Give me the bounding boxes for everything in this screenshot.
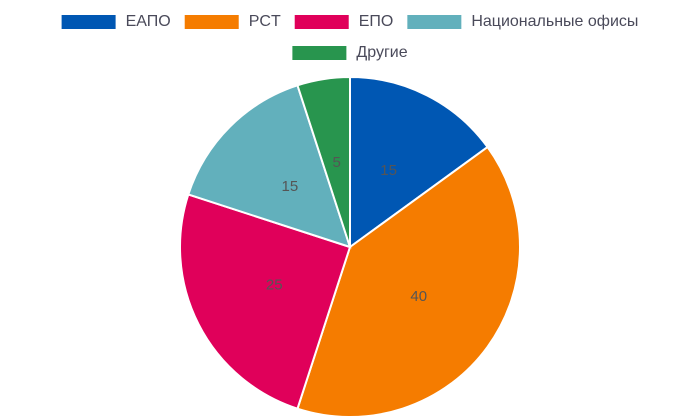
legend-label: ЕАПО (126, 13, 171, 30)
legend-swatch (292, 46, 346, 60)
legend-label: PCT (249, 13, 281, 30)
legend-item: PCT (185, 13, 281, 30)
legend-swatch (185, 15, 239, 29)
legend-label: Другие (356, 44, 407, 61)
legend-item: ЕАПО (62, 13, 171, 30)
legend-label: Национальные офисы (471, 13, 638, 30)
legend-swatch (295, 15, 349, 29)
slice-label: 25 (266, 277, 283, 294)
legend-item: ЕПО (295, 13, 394, 30)
legend-item: Национальные офисы (407, 13, 638, 30)
slice-label: 15 (282, 178, 299, 195)
legend-swatch (62, 15, 116, 29)
legend-label: ЕПО (359, 13, 394, 30)
slice-label: 5 (333, 154, 341, 171)
legend-item: Другие (292, 44, 407, 61)
slice-label: 15 (380, 162, 397, 179)
slice-label: 40 (410, 288, 427, 305)
legend-swatch (407, 15, 461, 29)
